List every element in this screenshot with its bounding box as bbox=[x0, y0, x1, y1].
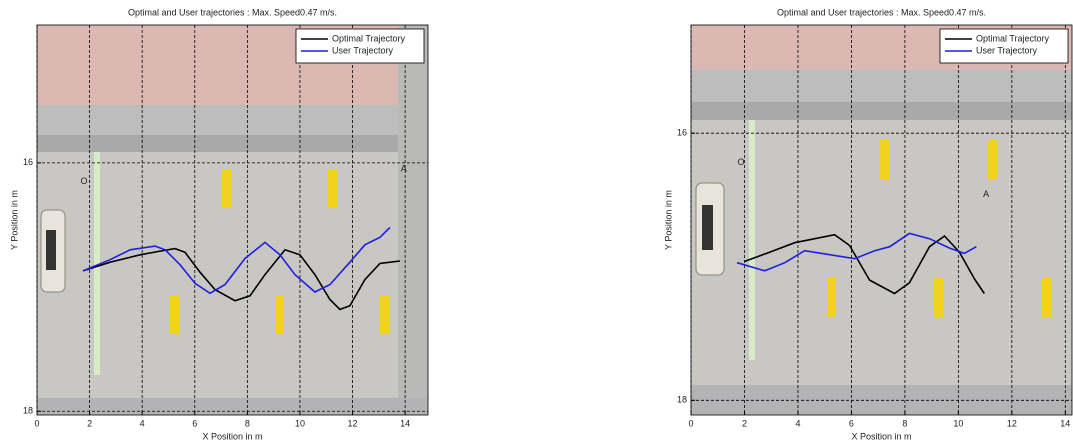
start-line bbox=[94, 152, 100, 375]
curb bbox=[37, 135, 398, 152]
chart-title: Optimal and User trajectories : Max. Spe… bbox=[128, 7, 337, 17]
legend-label: Optimal Trajectory bbox=[976, 33, 1050, 43]
x-tick-label: 4 bbox=[140, 418, 145, 428]
legend-box bbox=[939, 28, 1069, 64]
bottom-strip bbox=[37, 398, 428, 415]
trajectory-line bbox=[736, 232, 977, 272]
cone bbox=[222, 170, 231, 208]
car-window bbox=[46, 230, 56, 270]
x-tick-label: 12 bbox=[1007, 418, 1017, 428]
plot-frame bbox=[36, 24, 429, 416]
x-tick-label: 10 bbox=[953, 418, 963, 428]
trajectory-line bbox=[82, 247, 400, 311]
x-tick-label: 2 bbox=[742, 418, 747, 428]
y-tick-label: 16 bbox=[23, 157, 33, 167]
plot-frame bbox=[690, 24, 1073, 416]
legend-label: User Trajectory bbox=[976, 45, 1038, 55]
x-tick-label: 14 bbox=[1060, 418, 1070, 428]
y-axis-label: Y Position in m bbox=[663, 190, 673, 250]
curb bbox=[691, 102, 1072, 120]
y-axis-label: Y Position in m bbox=[9, 190, 19, 250]
annotation: O bbox=[737, 157, 744, 167]
trajectory-line bbox=[82, 226, 391, 295]
cone bbox=[380, 296, 389, 334]
x-tick-label: 4 bbox=[795, 418, 800, 428]
annotation: A bbox=[401, 163, 407, 173]
x-tick-label: 8 bbox=[902, 418, 907, 428]
x-axis-label: X Position in m bbox=[202, 431, 262, 441]
cone bbox=[275, 296, 284, 334]
scene-left bbox=[37, 25, 428, 415]
legend-box bbox=[295, 28, 425, 64]
legend-label: User Trajectory bbox=[332, 45, 394, 55]
cone bbox=[827, 277, 836, 317]
x-tick-label: 0 bbox=[34, 418, 39, 428]
cone bbox=[1042, 277, 1051, 317]
car-window bbox=[702, 205, 713, 250]
cone bbox=[328, 170, 337, 208]
y-tick-label: 18 bbox=[677, 395, 687, 405]
chart-title: Optimal and User trajectories : Max. Spe… bbox=[777, 7, 986, 17]
cone bbox=[934, 277, 943, 317]
cone bbox=[880, 140, 889, 180]
x-tick-label: 6 bbox=[192, 418, 197, 428]
cone bbox=[170, 296, 179, 334]
sidewalk bbox=[37, 105, 398, 135]
x-tick-label: 8 bbox=[245, 418, 250, 428]
x-axis-label: X Position in m bbox=[851, 431, 911, 441]
x-tick-label: 10 bbox=[295, 418, 305, 428]
x-tick-label: 2 bbox=[87, 418, 92, 428]
scene-right bbox=[691, 25, 1072, 415]
y-tick-label: 16 bbox=[677, 128, 687, 138]
cone bbox=[988, 140, 997, 180]
x-tick-label: 12 bbox=[348, 418, 358, 428]
sidewalk bbox=[691, 70, 1072, 102]
legend-label: Optimal Trajectory bbox=[332, 33, 406, 43]
y-tick-label: 18 bbox=[23, 406, 33, 416]
start-line bbox=[749, 120, 755, 360]
x-tick-label: 14 bbox=[400, 418, 410, 428]
trajectory-line bbox=[744, 233, 985, 295]
x-tick-label: 6 bbox=[849, 418, 854, 428]
x-tick-label: 0 bbox=[688, 418, 693, 428]
annotation: A bbox=[983, 189, 989, 199]
wall bbox=[398, 25, 428, 415]
annotation: O bbox=[81, 176, 88, 186]
